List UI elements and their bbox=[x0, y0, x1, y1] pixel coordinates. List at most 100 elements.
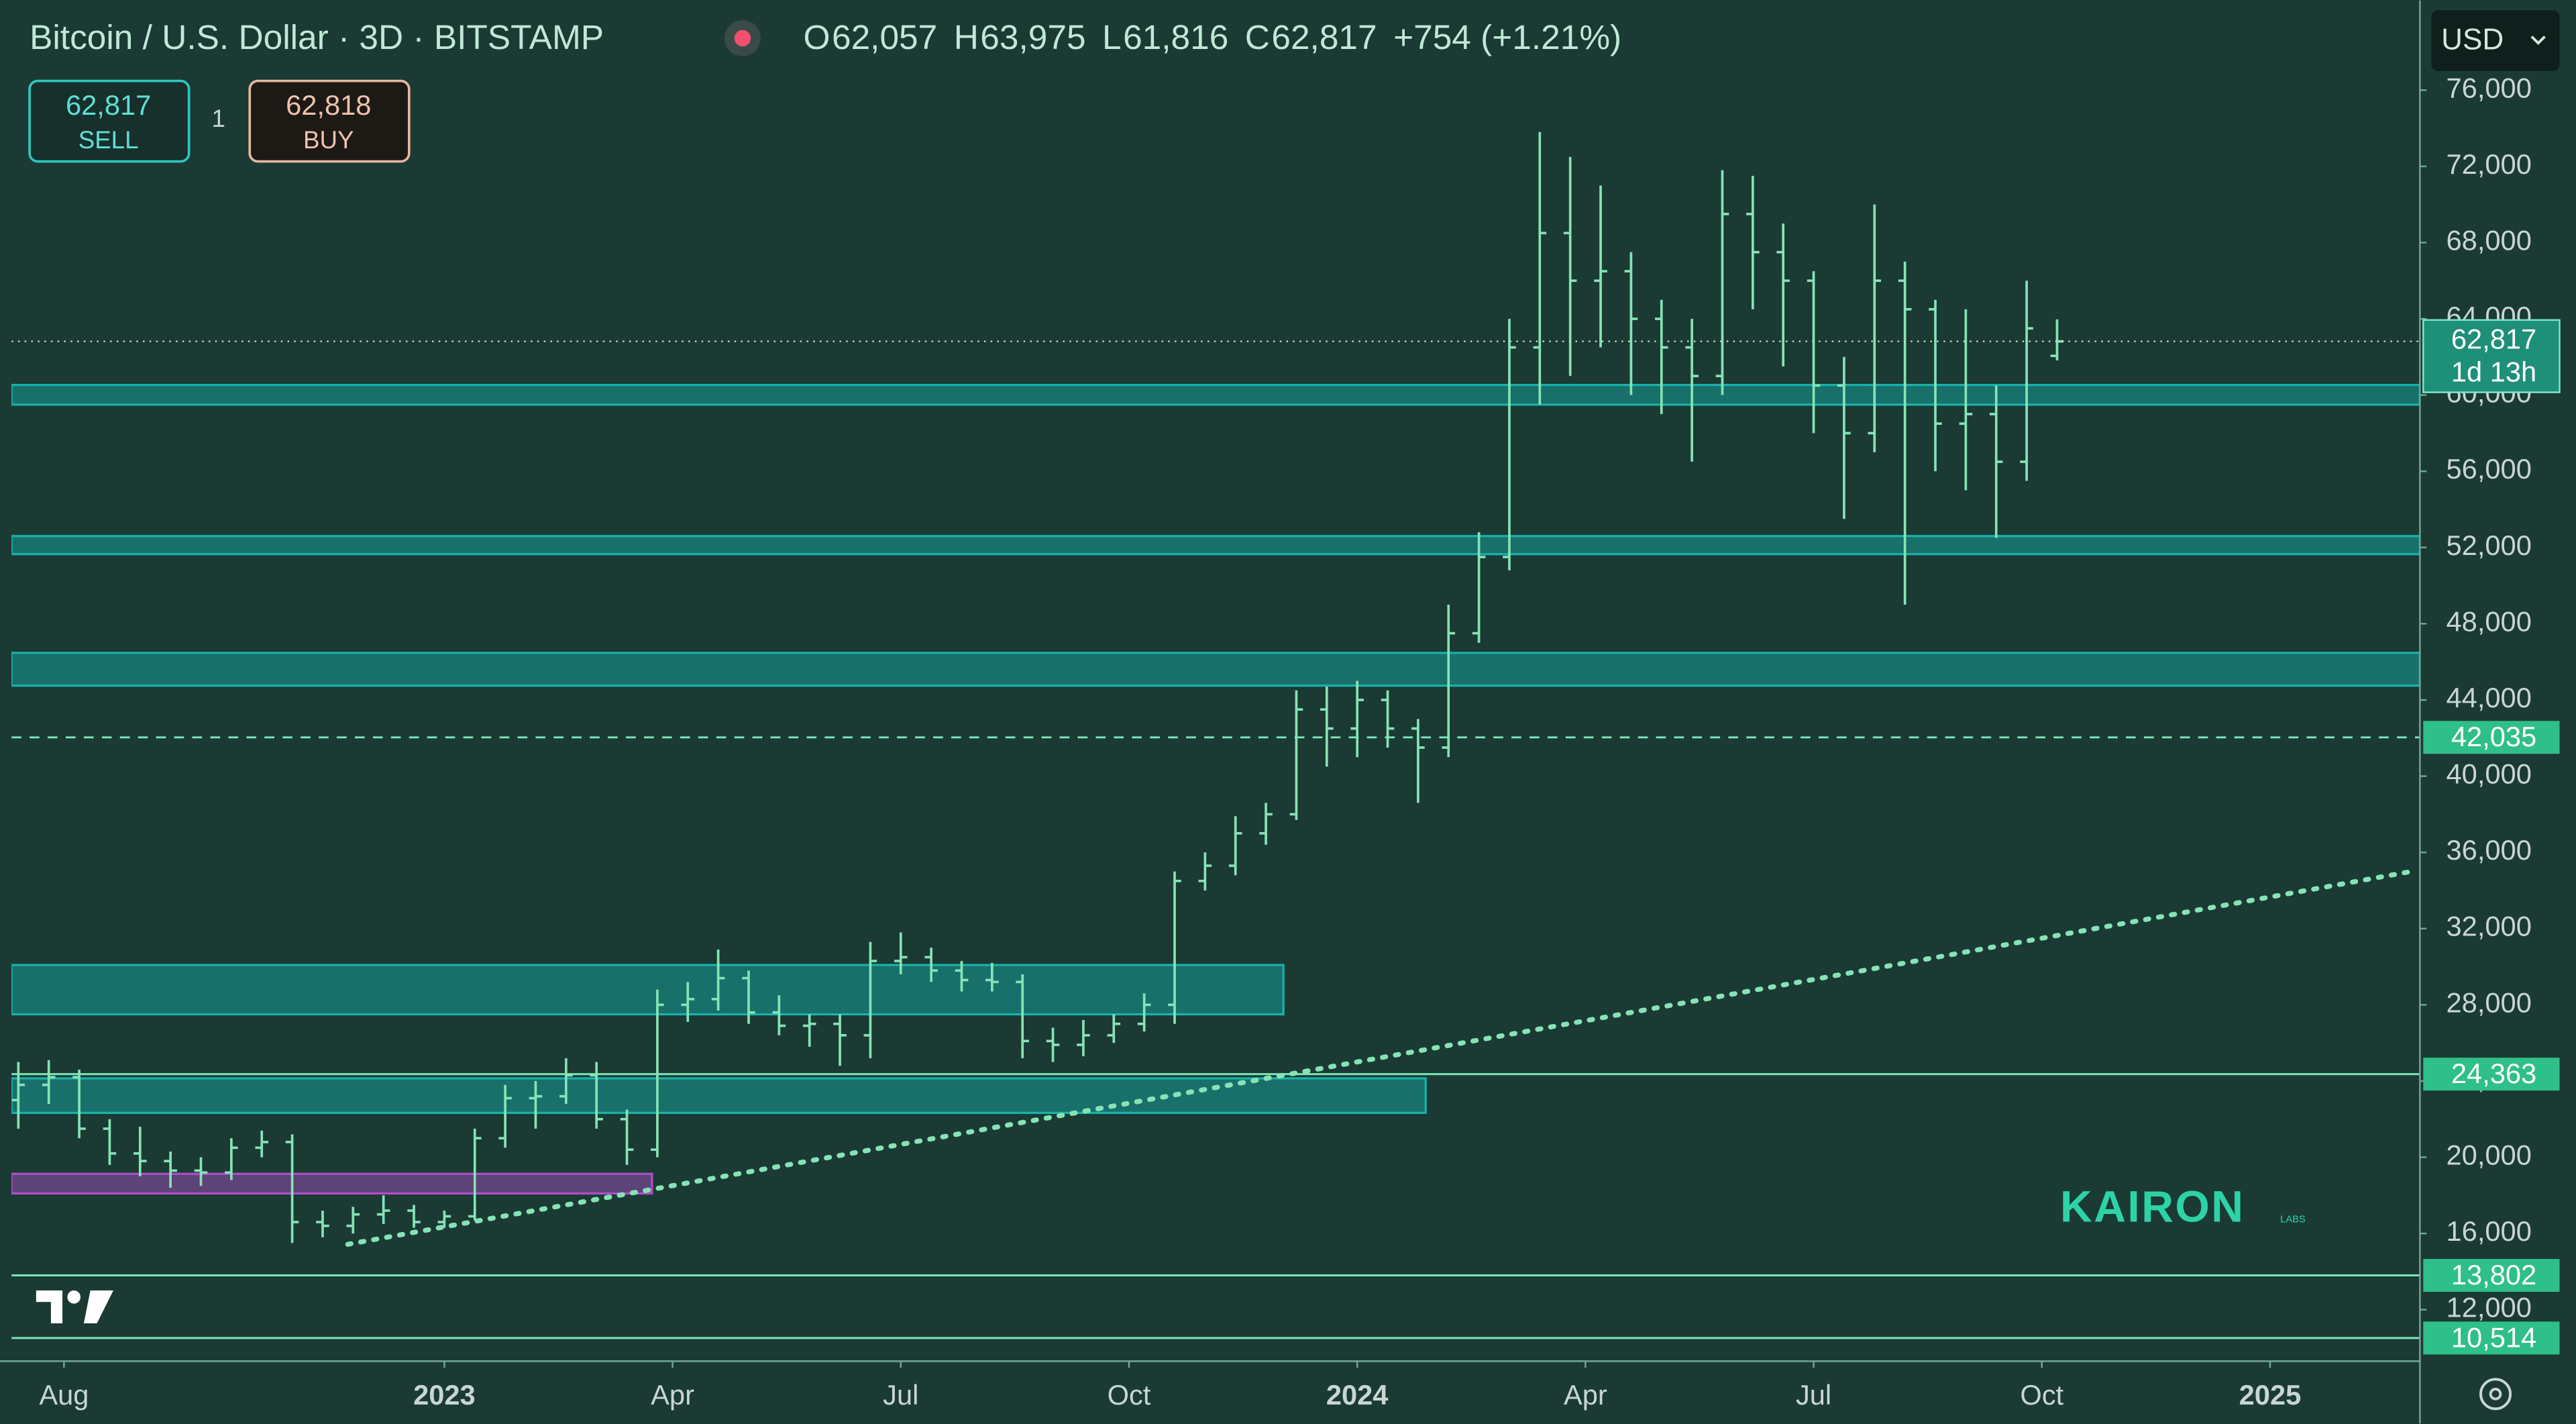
y-tick-label: 40,000 bbox=[2447, 758, 2532, 790]
y-tick-label: 44,000 bbox=[2447, 682, 2532, 713]
ohlc-bar bbox=[1350, 680, 1364, 758]
ohlc-bar bbox=[225, 1138, 238, 1180]
x-tick-label: 2025 bbox=[2239, 1379, 2302, 1411]
ohlc-bar bbox=[1503, 319, 1516, 570]
logo-part bbox=[83, 1290, 113, 1324]
ohlc-bar bbox=[1077, 1020, 1090, 1057]
level-label: 13,802 bbox=[2451, 1259, 2536, 1290]
ohlc-bar bbox=[255, 1130, 269, 1158]
zone bbox=[11, 535, 2420, 556]
zone bbox=[11, 384, 2420, 406]
buy-button[interactable] bbox=[248, 79, 411, 163]
ohlc-bar bbox=[1228, 816, 1242, 876]
dropdown-caret bbox=[2530, 36, 2546, 46]
ohlc-bar bbox=[1137, 993, 1151, 1032]
ohlc-bar bbox=[2020, 281, 2033, 481]
ohlc-bar bbox=[559, 1058, 573, 1105]
ohlc-bar bbox=[1168, 871, 1181, 1024]
ohlc-value: 63,975 bbox=[980, 17, 1085, 56]
ohlc-bar bbox=[802, 1014, 816, 1047]
ohlc-bar bbox=[72, 1069, 86, 1139]
level-tag bbox=[2423, 1058, 2560, 1091]
x-tick-label: Oct bbox=[2020, 1379, 2063, 1411]
x-tick-label: Jul bbox=[883, 1379, 918, 1411]
ohlc-bar bbox=[437, 1211, 451, 1228]
level-label: 24,363 bbox=[2451, 1058, 2536, 1089]
ohlc-bar bbox=[1837, 356, 1851, 519]
y-tick-label: 68,000 bbox=[2447, 225, 2532, 256]
sell-price: 62,817 bbox=[66, 89, 151, 121]
ohlc-bar bbox=[833, 1014, 847, 1066]
ohlc-bar bbox=[894, 932, 908, 974]
ohlc-bar bbox=[133, 1127, 147, 1176]
ohlc-bar bbox=[590, 1062, 603, 1129]
ohlc-bar bbox=[863, 942, 877, 1058]
ohlc-bar bbox=[985, 962, 999, 992]
ohlc-bar bbox=[742, 970, 755, 1024]
logo-part bbox=[36, 1290, 63, 1324]
ohlc-bar bbox=[1654, 299, 1668, 415]
ohlc-bar bbox=[1016, 974, 1030, 1058]
ohlc-bar bbox=[1107, 1014, 1121, 1044]
settings-icon[interactable] bbox=[2479, 1378, 2512, 1411]
ohlc-value: 62,817 bbox=[1271, 17, 1377, 56]
bar-countdown: 1d 13h bbox=[2451, 356, 2536, 388]
ohlc-bar bbox=[1959, 309, 1973, 491]
ohlc-bar bbox=[1411, 719, 1425, 803]
ohlc-bar bbox=[11, 1062, 25, 1129]
plot-area bbox=[11, 132, 2420, 1339]
ohlc-bar bbox=[285, 1134, 299, 1243]
gear-ring bbox=[2479, 1378, 2512, 1411]
ohlc-bar bbox=[346, 1207, 360, 1234]
ohlc-bar bbox=[1807, 271, 1821, 434]
ohlc-bar bbox=[1442, 605, 1456, 758]
ohlc-bar bbox=[1715, 170, 1729, 395]
currency-dropdown[interactable] bbox=[2431, 10, 2560, 71]
ohlc-bar bbox=[1685, 319, 1699, 462]
tradingview-logo bbox=[36, 1290, 113, 1324]
sell-button[interactable] bbox=[28, 79, 191, 163]
buy-price: 62,818 bbox=[286, 89, 371, 121]
ohlc-bar bbox=[1898, 261, 1912, 605]
ohlc-bar bbox=[924, 948, 938, 982]
ohlc-bar bbox=[1472, 532, 1486, 643]
ohlc-bar bbox=[711, 949, 725, 1011]
level-tag bbox=[2423, 1321, 2560, 1355]
ohlc-bar bbox=[529, 1080, 543, 1129]
ohlc-bar bbox=[1563, 156, 1577, 376]
y-tick-label: 52,000 bbox=[2447, 529, 2532, 561]
ohlc-bar bbox=[498, 1084, 512, 1148]
currency-label: USD bbox=[2441, 23, 2504, 56]
market-status-dot bbox=[734, 30, 751, 47]
sell-label: SELL bbox=[78, 126, 139, 154]
change: +754 (+1.21%) bbox=[1393, 17, 1621, 56]
ohlc-key: C bbox=[1245, 17, 1270, 56]
y-tick-label: 76,000 bbox=[2447, 72, 2532, 103]
ohlc-bar bbox=[468, 1128, 482, 1221]
ohlc-value: 62,057 bbox=[832, 17, 937, 56]
ohlc-bar bbox=[681, 982, 695, 1022]
y-tick-label: 56,000 bbox=[2447, 453, 2532, 485]
price-axis: 12,00016,00020,00024,00028,00032,00036,0… bbox=[2420, 72, 2561, 1355]
y-tick-label: 36,000 bbox=[2447, 834, 2532, 866]
ohlc-bar bbox=[194, 1157, 208, 1186]
ohlc-bar bbox=[42, 1060, 56, 1105]
ohlc-bar bbox=[1046, 1027, 1060, 1062]
zone bbox=[11, 1077, 1427, 1114]
ohlc-bar bbox=[1624, 252, 1638, 395]
ohlc-bar bbox=[651, 989, 664, 1158]
ohlc-bar bbox=[1868, 204, 1882, 452]
y-tick-label: 28,000 bbox=[2447, 986, 2532, 1018]
zone bbox=[11, 652, 2420, 687]
ohlc-bar bbox=[1929, 299, 1942, 472]
ohlc-bar bbox=[955, 961, 969, 992]
chart-title: Bitcoin / U.S. Dollar · 3D · BITSTAMP bbox=[30, 17, 604, 56]
ohlc-bar bbox=[1198, 852, 1212, 891]
x-tick-label: Oct bbox=[1108, 1379, 1151, 1411]
y-tick-label: 16,000 bbox=[2447, 1215, 2532, 1247]
gear-hub bbox=[2489, 1388, 2502, 1401]
spread: 1 bbox=[212, 105, 225, 132]
x-tick-label: Jul bbox=[1796, 1379, 1831, 1411]
